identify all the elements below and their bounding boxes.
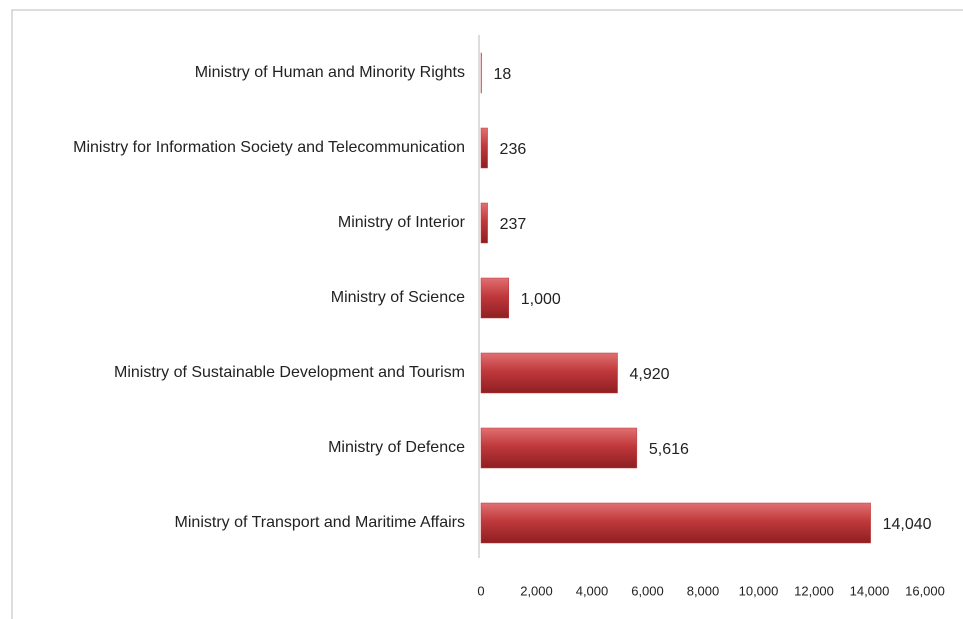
category-label: Ministry for Information Society and Tel… <box>73 139 465 156</box>
x-tick-label: 16,000 <box>905 583 945 598</box>
x-tick-label: 2,000 <box>520 583 553 598</box>
bar <box>480 202 488 244</box>
category-label: Ministry of Science <box>330 289 465 306</box>
chart-frame <box>11 9 963 619</box>
bar <box>480 502 871 544</box>
category-label: Ministry of Interior <box>337 214 465 231</box>
value-label: 4,920 <box>630 366 670 383</box>
x-tick-label: 10,000 <box>739 583 779 598</box>
value-label: 236 <box>500 141 527 158</box>
x-tick-label: 6,000 <box>631 583 664 598</box>
x-tick-label: 14,000 <box>850 583 890 598</box>
category-label: Ministry of Human and Minority Rights <box>194 64 465 81</box>
category-label: Ministry of Sustainable Development and … <box>114 364 465 381</box>
bar <box>480 127 488 169</box>
category-label: Ministry of Defence <box>328 439 465 456</box>
bar <box>480 427 638 469</box>
bar <box>480 352 618 394</box>
bar <box>480 277 509 319</box>
x-tick-label: 12,000 <box>794 583 834 598</box>
value-label: 1,000 <box>521 291 561 308</box>
value-label: 18 <box>493 66 511 83</box>
x-tick-label: 0 <box>477 583 484 598</box>
value-label: 237 <box>500 216 527 233</box>
value-label: 14,040 <box>883 516 932 533</box>
x-tick-label: 4,000 <box>576 583 609 598</box>
category-label: Ministry of Transport and Maritime Affai… <box>174 514 465 531</box>
value-label: 5,616 <box>649 441 689 458</box>
x-tick-label: 8,000 <box>687 583 720 598</box>
